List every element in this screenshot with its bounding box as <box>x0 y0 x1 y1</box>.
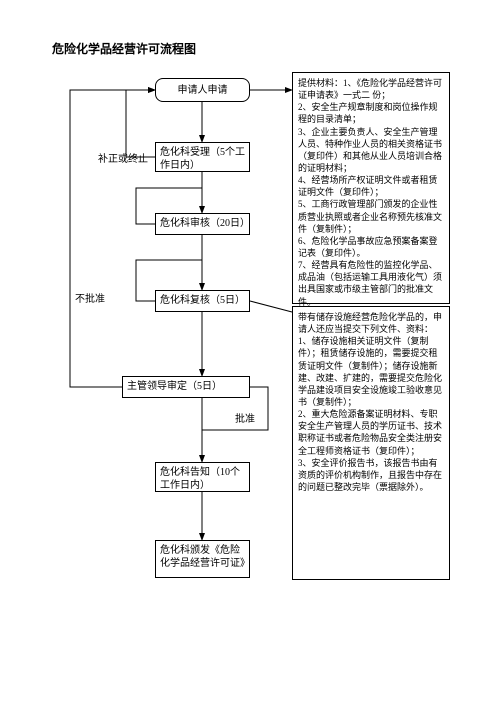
page-title: 危险化学品经营许可流程图 <box>52 40 196 57</box>
node-inform: 危化科告知（10个工作日内） <box>155 462 250 492</box>
node-recheck: 危化科复核（5日） <box>155 290 250 312</box>
label-supplement: 补正或终止 <box>98 150 148 165</box>
side-materials-2: 带有储存设施经营危险化学品的，申请人还应当提交下列文件、资料： 1、储存设施相关… <box>292 306 450 580</box>
label-reject: 不批准 <box>75 290 105 305</box>
node-review: 危化科审核（20日） <box>155 213 250 235</box>
node-approve: 主管领导审定（5日） <box>122 376 250 398</box>
side-materials-1: 提供材料：1、《危险化学品经营许可证申请表》一式二 份； 2、安全生产规章制度和… <box>292 72 450 304</box>
label-approve: 批准 <box>235 410 255 425</box>
node-issue: 危化科颁发《危险化学品经营许可证》 <box>155 540 250 578</box>
node-accept: 危化科受理（5个工作日内） <box>155 142 250 172</box>
node-apply: 申请人申请 <box>155 78 250 102</box>
